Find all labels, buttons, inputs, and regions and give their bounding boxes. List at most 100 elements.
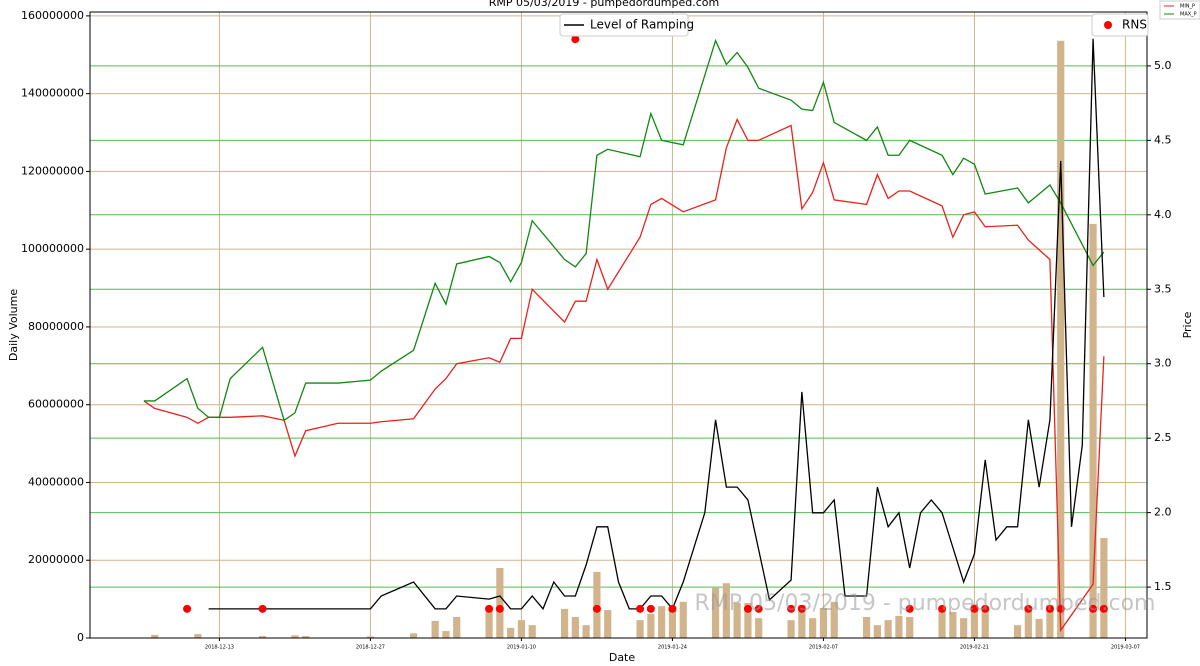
legend-box bbox=[1091, 13, 1149, 37]
rns-dot bbox=[1024, 604, 1033, 613]
rns-dot bbox=[636, 604, 645, 613]
y-tick-label: 100000000 bbox=[21, 242, 84, 255]
y2-tick-label: 2.5 bbox=[1154, 431, 1172, 444]
y-tick-label: 140000000 bbox=[21, 87, 84, 100]
legend-label: Level of Ramping bbox=[590, 18, 694, 32]
legends: MIN_P MAX_P Level of Ramping RNS bbox=[559, 0, 1200, 37]
x-axis-label: Date bbox=[609, 651, 636, 664]
y-tick-label: 160000000 bbox=[21, 9, 84, 22]
volume-bar bbox=[1024, 610, 1032, 638]
volume-bar bbox=[636, 620, 644, 638]
volume-bar bbox=[1057, 40, 1065, 639]
volume-bar bbox=[647, 613, 655, 638]
y-tick-label: 0 bbox=[77, 631, 84, 644]
volume-bar bbox=[862, 617, 871, 638]
volume-bar bbox=[291, 635, 299, 638]
y2-tick-label: 3.0 bbox=[1154, 357, 1172, 370]
volume-bar bbox=[711, 587, 720, 638]
rns-dot bbox=[258, 604, 267, 613]
volume-bar bbox=[571, 617, 579, 638]
legend-label: MAX_P bbox=[1180, 12, 1197, 18]
x-tick-label: 2019-01-24 bbox=[658, 645, 687, 651]
x-tick-label: 2018-12-27 bbox=[356, 645, 385, 651]
volume-bar bbox=[755, 618, 763, 638]
volume-bar bbox=[366, 636, 375, 638]
volume-bar bbox=[1046, 604, 1054, 638]
legend-box bbox=[559, 13, 689, 37]
rns-dot bbox=[183, 604, 192, 613]
y-tick-label: 40000000 bbox=[28, 475, 84, 488]
rns-dot bbox=[754, 604, 763, 613]
y-tick-label: 60000000 bbox=[28, 398, 84, 411]
y2-tick-label: 4.5 bbox=[1154, 133, 1172, 146]
rns-dot bbox=[743, 604, 752, 613]
volume-bar bbox=[819, 608, 828, 638]
y-axis-label: Daily Volume bbox=[7, 289, 20, 361]
volume-bar bbox=[528, 625, 536, 638]
volume-bar bbox=[960, 618, 968, 638]
volume-bar bbox=[442, 631, 450, 638]
price-line bbox=[143, 117, 1105, 633]
x-tick-label: 2019-02-21 bbox=[960, 645, 989, 651]
volume-bar bbox=[873, 625, 881, 638]
volume-bar bbox=[507, 627, 515, 638]
y2-tick-label: 4.0 bbox=[1154, 208, 1172, 221]
rns-dot bbox=[571, 35, 580, 44]
volume-bar bbox=[744, 603, 752, 638]
rns-dot bbox=[938, 604, 947, 613]
y2-tick-label: 2.0 bbox=[1154, 506, 1172, 519]
x-tick-label: 2019-02-07 bbox=[809, 645, 838, 651]
volume-bar bbox=[787, 620, 795, 638]
volume-bar bbox=[431, 620, 439, 638]
price-line bbox=[143, 38, 1105, 422]
rns-dot bbox=[905, 604, 914, 613]
rns-dot bbox=[1045, 604, 1054, 613]
rns-dot bbox=[1056, 604, 1065, 613]
rns-dot bbox=[495, 604, 504, 613]
volume-bar bbox=[895, 615, 903, 638]
rns-dot bbox=[787, 604, 796, 613]
volume-bar bbox=[981, 606, 989, 638]
legend-label: MIN_P bbox=[1180, 4, 1195, 10]
volume-bar bbox=[560, 608, 569, 638]
y-tick-label: 20000000 bbox=[28, 553, 84, 566]
volume-bar bbox=[1013, 625, 1022, 638]
y2-tick-label: 5.0 bbox=[1154, 59, 1172, 72]
volume-bar bbox=[809, 618, 817, 638]
volume-bar bbox=[151, 634, 159, 638]
x-tick-label: 2019-01-10 bbox=[507, 645, 536, 651]
volume-bar bbox=[722, 583, 730, 638]
volume-bar bbox=[604, 610, 612, 638]
volume-bar bbox=[830, 601, 838, 638]
rns-dot bbox=[668, 604, 677, 613]
volume-bar bbox=[1089, 223, 1097, 638]
volume-bar bbox=[1035, 618, 1043, 638]
volume-bar bbox=[970, 604, 979, 638]
rns-dot bbox=[970, 604, 979, 613]
volume-bar bbox=[679, 601, 687, 638]
watermark: RMP 05/03/2019 - pumpedordumped.com bbox=[695, 591, 1156, 616]
volume-bar bbox=[733, 603, 741, 638]
volume-bar bbox=[658, 606, 666, 638]
rns-dot bbox=[981, 604, 990, 613]
volume-bar bbox=[517, 620, 526, 638]
legend-label: RNS bbox=[1122, 18, 1147, 32]
volume-bar bbox=[453, 617, 461, 638]
volume-bar bbox=[302, 636, 310, 638]
price-line bbox=[208, 38, 1105, 611]
volume-bar bbox=[496, 568, 504, 638]
volume-bar bbox=[194, 634, 202, 638]
y-tick-label: 80000000 bbox=[28, 320, 84, 333]
rns-dot bbox=[646, 604, 655, 613]
volume-bar bbox=[906, 617, 914, 638]
x-tick-label: 2019-03-07 bbox=[1111, 645, 1140, 651]
rns-dot bbox=[797, 604, 806, 613]
volume-bar bbox=[884, 620, 892, 638]
volume-bar bbox=[582, 625, 590, 638]
chart-title: RMP 05/03/2019 - pumpedordumped.com bbox=[489, 0, 719, 9]
volume-bar bbox=[938, 608, 946, 638]
rns-dot bbox=[592, 604, 601, 613]
rns-dot bbox=[1099, 604, 1108, 613]
